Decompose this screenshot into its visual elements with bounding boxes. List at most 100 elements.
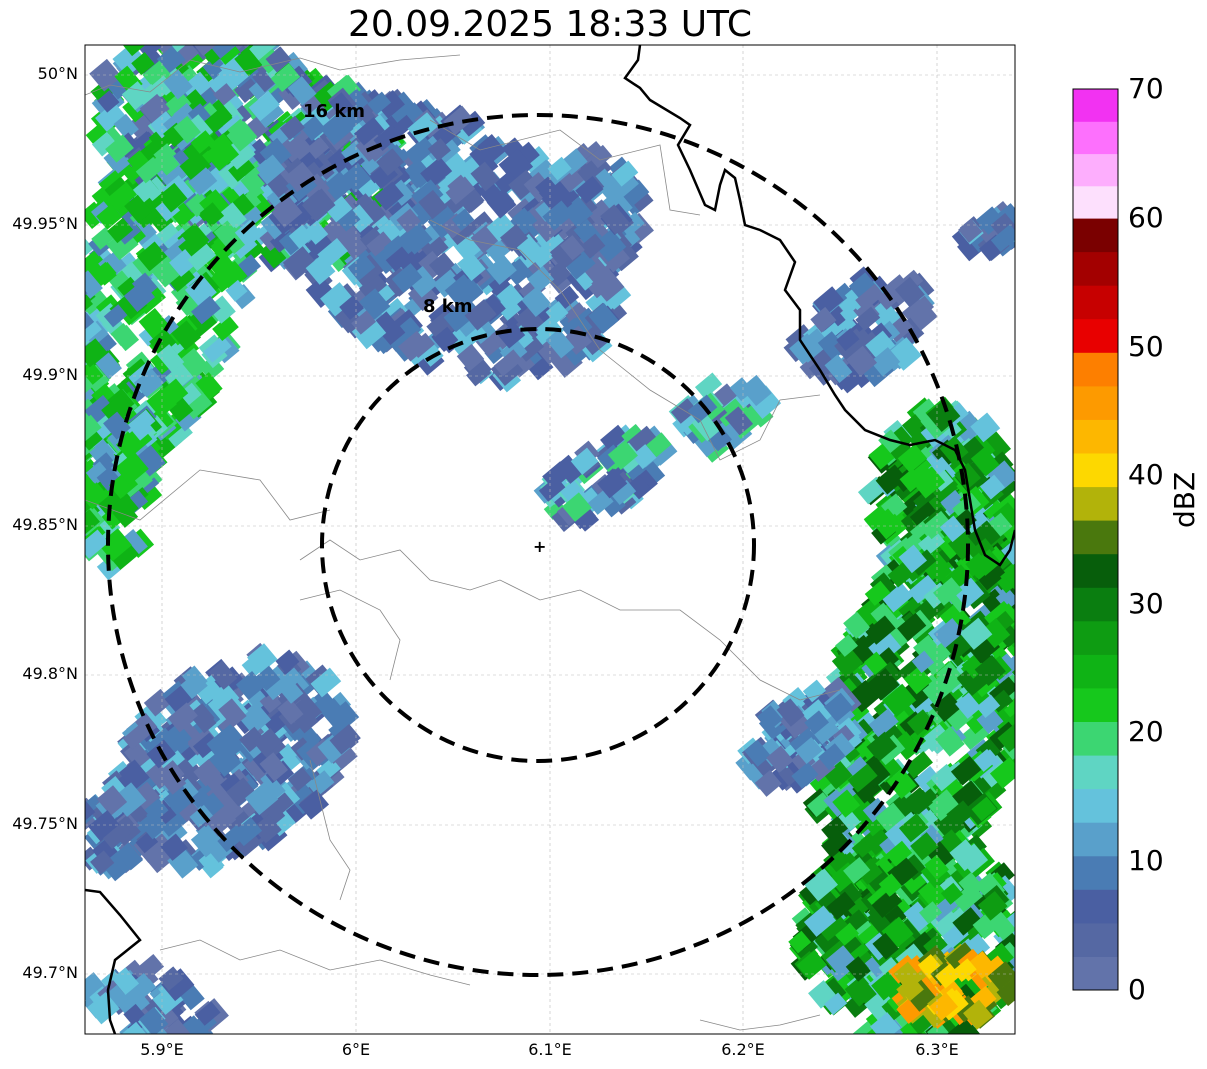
echo-cell [600, 204, 630, 235]
echo-cell [955, 436, 987, 467]
echo-cell [173, 115, 201, 144]
echo-cell [217, 723, 246, 752]
echo-cell [1002, 733, 1015, 760]
echo-cell [376, 148, 405, 176]
range-ring-16km [106, 113, 970, 977]
echo-cell [374, 181, 405, 211]
echo-cell [933, 618, 965, 648]
echo-cell [306, 136, 330, 160]
echo-cell [946, 800, 975, 828]
echo-cell [52, 425, 84, 456]
echo-cell [970, 412, 1001, 443]
echo-cell [158, 966, 184, 991]
echo-cell [115, 451, 149, 485]
echo-cell [57, 396, 84, 422]
colorbar-bin [1073, 318, 1118, 353]
echo-cell [35, 399, 63, 427]
echo-cell [956, 665, 988, 696]
echo-cell [156, 344, 185, 373]
echo-cell [976, 707, 1004, 734]
echo-cell [866, 668, 900, 701]
echo-cell [195, 372, 223, 400]
echo-cell [486, 188, 517, 219]
echo-cell [973, 748, 997, 772]
echo-cell [766, 745, 794, 773]
echo-cell [85, 311, 87, 336]
echo-cell [1003, 694, 1015, 721]
echo-cell [456, 251, 486, 282]
echo-cell [987, 961, 1015, 991]
echo-cell [885, 840, 913, 867]
echo-cell [843, 611, 871, 639]
echo-cell [562, 492, 592, 522]
echo-cell [162, 91, 192, 119]
echo-cell [1019, 607, 1046, 635]
echo-cell [107, 217, 134, 244]
echo-cell [60, 434, 84, 458]
colorbar-bin [1073, 520, 1118, 555]
echo-cell [253, 728, 283, 757]
echo-cell [521, 286, 552, 318]
echo-cell [980, 496, 1004, 520]
echo-cell [952, 907, 982, 936]
colorbar-bin [1073, 922, 1118, 957]
echo-cell [32, 389, 64, 421]
echo-cell [218, 161, 247, 190]
echo-cell [910, 832, 939, 861]
echo-cell [341, 162, 372, 193]
echo-cell [47, 382, 76, 411]
echo-cell [212, 315, 239, 342]
echo-cell [863, 865, 891, 892]
echo-cell [53, 336, 80, 362]
echo-cell [39, 320, 66, 347]
echo-cell [122, 723, 151, 750]
echo-cell [562, 325, 593, 355]
echo-cell [591, 268, 625, 302]
colorbar-bin [1073, 822, 1118, 857]
echo-cell [935, 726, 965, 757]
echo-cell [824, 354, 853, 383]
echo-cell [940, 882, 963, 905]
echo-cell [957, 236, 982, 262]
echo-cell [1012, 673, 1015, 700]
echo-cell [555, 454, 584, 484]
echo-cell [808, 980, 837, 1009]
echo-cell [825, 945, 857, 977]
echo-cell [554, 285, 580, 310]
echo-cell [818, 912, 848, 942]
echo-cell [835, 922, 860, 946]
echo-cell [46, 329, 74, 356]
echo-cell [1016, 684, 1048, 716]
echo-cell [265, 46, 292, 73]
echo-cell [305, 254, 336, 285]
echo-cell [217, 824, 247, 853]
echo-cell [443, 105, 474, 136]
lat-tick: 49.8°N [22, 664, 78, 683]
echo-cell [276, 676, 304, 704]
echo-cell [110, 323, 134, 347]
echo-cell [85, 454, 96, 486]
lat-tick: 49.7°N [22, 963, 78, 982]
echo-cell [512, 207, 535, 230]
range-ring-8km [320, 327, 756, 763]
echo-cell [803, 905, 837, 937]
echo-cell [320, 282, 355, 317]
echo-cell [887, 561, 914, 588]
echo-cell [46, 426, 73, 454]
lat-tick: 49.75°N [12, 814, 78, 833]
echo-cell [85, 509, 100, 536]
echo-cell [597, 468, 628, 499]
lon-tick: 5.9°E [140, 1040, 184, 1059]
echo-cell [914, 766, 942, 793]
echo-cell [85, 423, 86, 453]
admin-borders [85, 54, 841, 1031]
echo-cell [51, 298, 78, 324]
echo-cell [270, 63, 301, 93]
echo-cell [41, 382, 73, 414]
echo-cell [51, 409, 83, 440]
echo-cell [34, 390, 56, 412]
echo-cell [292, 707, 319, 734]
echo-cell [161, 968, 195, 1002]
echo-cell [156, 45, 189, 61]
echo-cell [919, 550, 950, 581]
